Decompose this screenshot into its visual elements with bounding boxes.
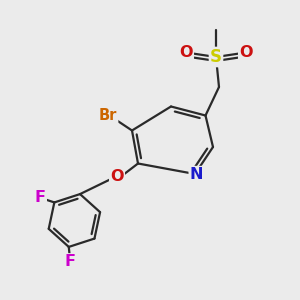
Text: Br: Br bbox=[99, 108, 117, 123]
Text: S: S bbox=[210, 48, 222, 66]
Text: O: O bbox=[179, 45, 193, 60]
Text: F: F bbox=[35, 190, 46, 205]
Text: O: O bbox=[239, 45, 253, 60]
Text: N: N bbox=[190, 167, 203, 182]
Text: O: O bbox=[110, 169, 124, 184]
Text: F: F bbox=[65, 254, 76, 269]
